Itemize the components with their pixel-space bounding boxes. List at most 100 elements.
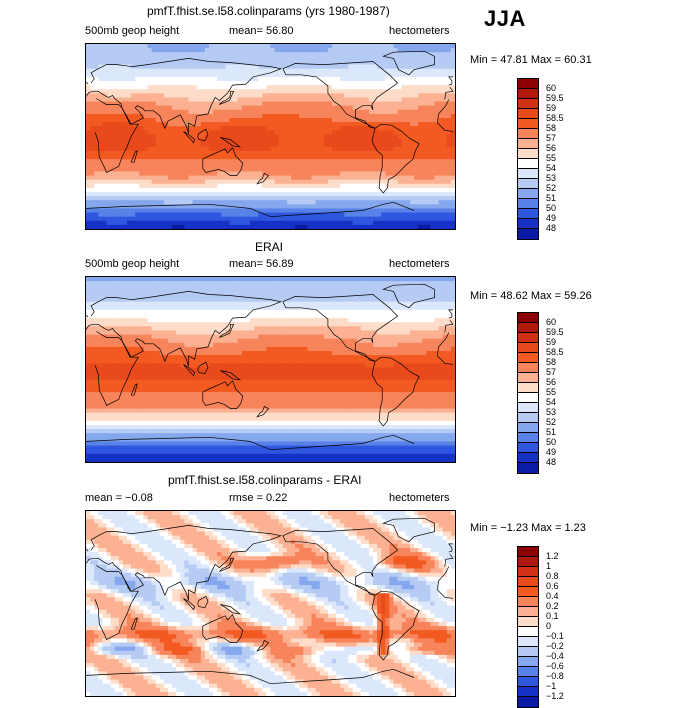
- field-cell: [217, 188, 222, 193]
- field-cell: [221, 310, 226, 315]
- field-cell: [365, 302, 370, 307]
- field-cell: [152, 85, 157, 90]
- field-cell: [234, 122, 239, 127]
- field-cell: [402, 217, 407, 222]
- field-cell: [369, 52, 374, 57]
- field-cell: [439, 163, 444, 168]
- field-cell: [135, 89, 140, 94]
- field-cell: [344, 213, 349, 218]
- field-cell: [172, 151, 177, 156]
- field-cell: [451, 52, 455, 57]
- field-cell: [160, 196, 165, 201]
- field-cell: [127, 126, 132, 131]
- field-cell: [394, 122, 399, 127]
- field-cell: [254, 110, 259, 115]
- field-cell: [426, 167, 431, 172]
- field-cell: [389, 134, 394, 139]
- field-cell: [111, 147, 116, 152]
- field-cell: [299, 171, 304, 176]
- field-cell: [357, 302, 362, 307]
- field-cell: [250, 289, 255, 294]
- field-cell: [389, 126, 394, 131]
- field-cell: [168, 97, 173, 102]
- field-cell: [242, 285, 247, 290]
- field-cell: [258, 126, 263, 131]
- field-cell: [164, 167, 169, 172]
- field-cell: [148, 97, 153, 102]
- field-cell: [422, 52, 427, 57]
- field-cell: [451, 281, 455, 286]
- field-cell: [258, 217, 263, 222]
- field-cell: [357, 134, 362, 139]
- field-cell: [201, 73, 206, 78]
- field-cell: [123, 314, 128, 319]
- field-cell: [398, 285, 403, 290]
- field-cell: [332, 159, 337, 164]
- field-cell: [422, 289, 427, 294]
- field-cell: [279, 60, 284, 65]
- field-cell: [340, 200, 345, 205]
- field-cell: [332, 167, 337, 172]
- field-cell: [197, 176, 202, 181]
- field-cell: [332, 180, 337, 185]
- field-cell: [357, 310, 362, 315]
- field-cell: [119, 285, 124, 290]
- field-cell: [176, 167, 181, 172]
- field-cell: [135, 56, 140, 61]
- field-cell: [324, 122, 329, 127]
- field-cell: [205, 56, 210, 61]
- field-cell: [164, 134, 169, 139]
- field-cell: [447, 151, 452, 156]
- field-cell: [193, 147, 198, 152]
- field-cell: [426, 208, 431, 213]
- field-cell: [394, 192, 399, 197]
- field-cell: [258, 48, 263, 53]
- field-cell: [262, 285, 267, 290]
- field-cell: [389, 221, 394, 226]
- field-cell: [148, 221, 153, 226]
- field-cell: [148, 314, 153, 319]
- field-cell: [86, 285, 91, 290]
- field-cell: [184, 163, 189, 168]
- field-cell: [406, 143, 411, 148]
- field-cell: [254, 85, 259, 90]
- field-cell: [435, 176, 440, 181]
- field-cell: [234, 217, 239, 222]
- colorbar-swatch: [518, 209, 538, 219]
- field-cell: [426, 155, 431, 160]
- field-cell: [258, 285, 263, 290]
- field-cell: [340, 102, 345, 107]
- field-cell: [139, 285, 144, 290]
- field-cell: [447, 60, 452, 65]
- field-cell: [402, 310, 407, 315]
- field-cell: [127, 159, 132, 164]
- field-cell: [353, 89, 358, 94]
- field-cell: [357, 155, 362, 160]
- field-cell: [148, 147, 153, 152]
- field-cell: [389, 147, 394, 152]
- field-cell: [373, 159, 378, 164]
- field-cell: [307, 159, 312, 164]
- field-cell: [139, 213, 144, 218]
- field-cell: [406, 167, 411, 172]
- field-cell: [197, 314, 202, 319]
- field-cell: [160, 44, 165, 49]
- field-cell: [262, 134, 267, 139]
- field-cell: [164, 200, 169, 205]
- field-cell: [414, 310, 419, 315]
- field-cell: [127, 184, 132, 189]
- field-cell: [225, 221, 230, 226]
- field-cell: [344, 289, 349, 294]
- field-cell: [86, 314, 91, 319]
- field-cell: [316, 134, 321, 139]
- field-cell: [439, 134, 444, 139]
- field-cell: [266, 93, 271, 98]
- field-cell: [102, 221, 107, 226]
- field-cell: [123, 122, 128, 127]
- field-cell: [357, 217, 362, 222]
- field-cell: [295, 52, 300, 57]
- field-cell: [361, 180, 366, 185]
- field-cell: [406, 151, 411, 156]
- field-cell: [389, 139, 394, 144]
- field-cell: [156, 196, 161, 201]
